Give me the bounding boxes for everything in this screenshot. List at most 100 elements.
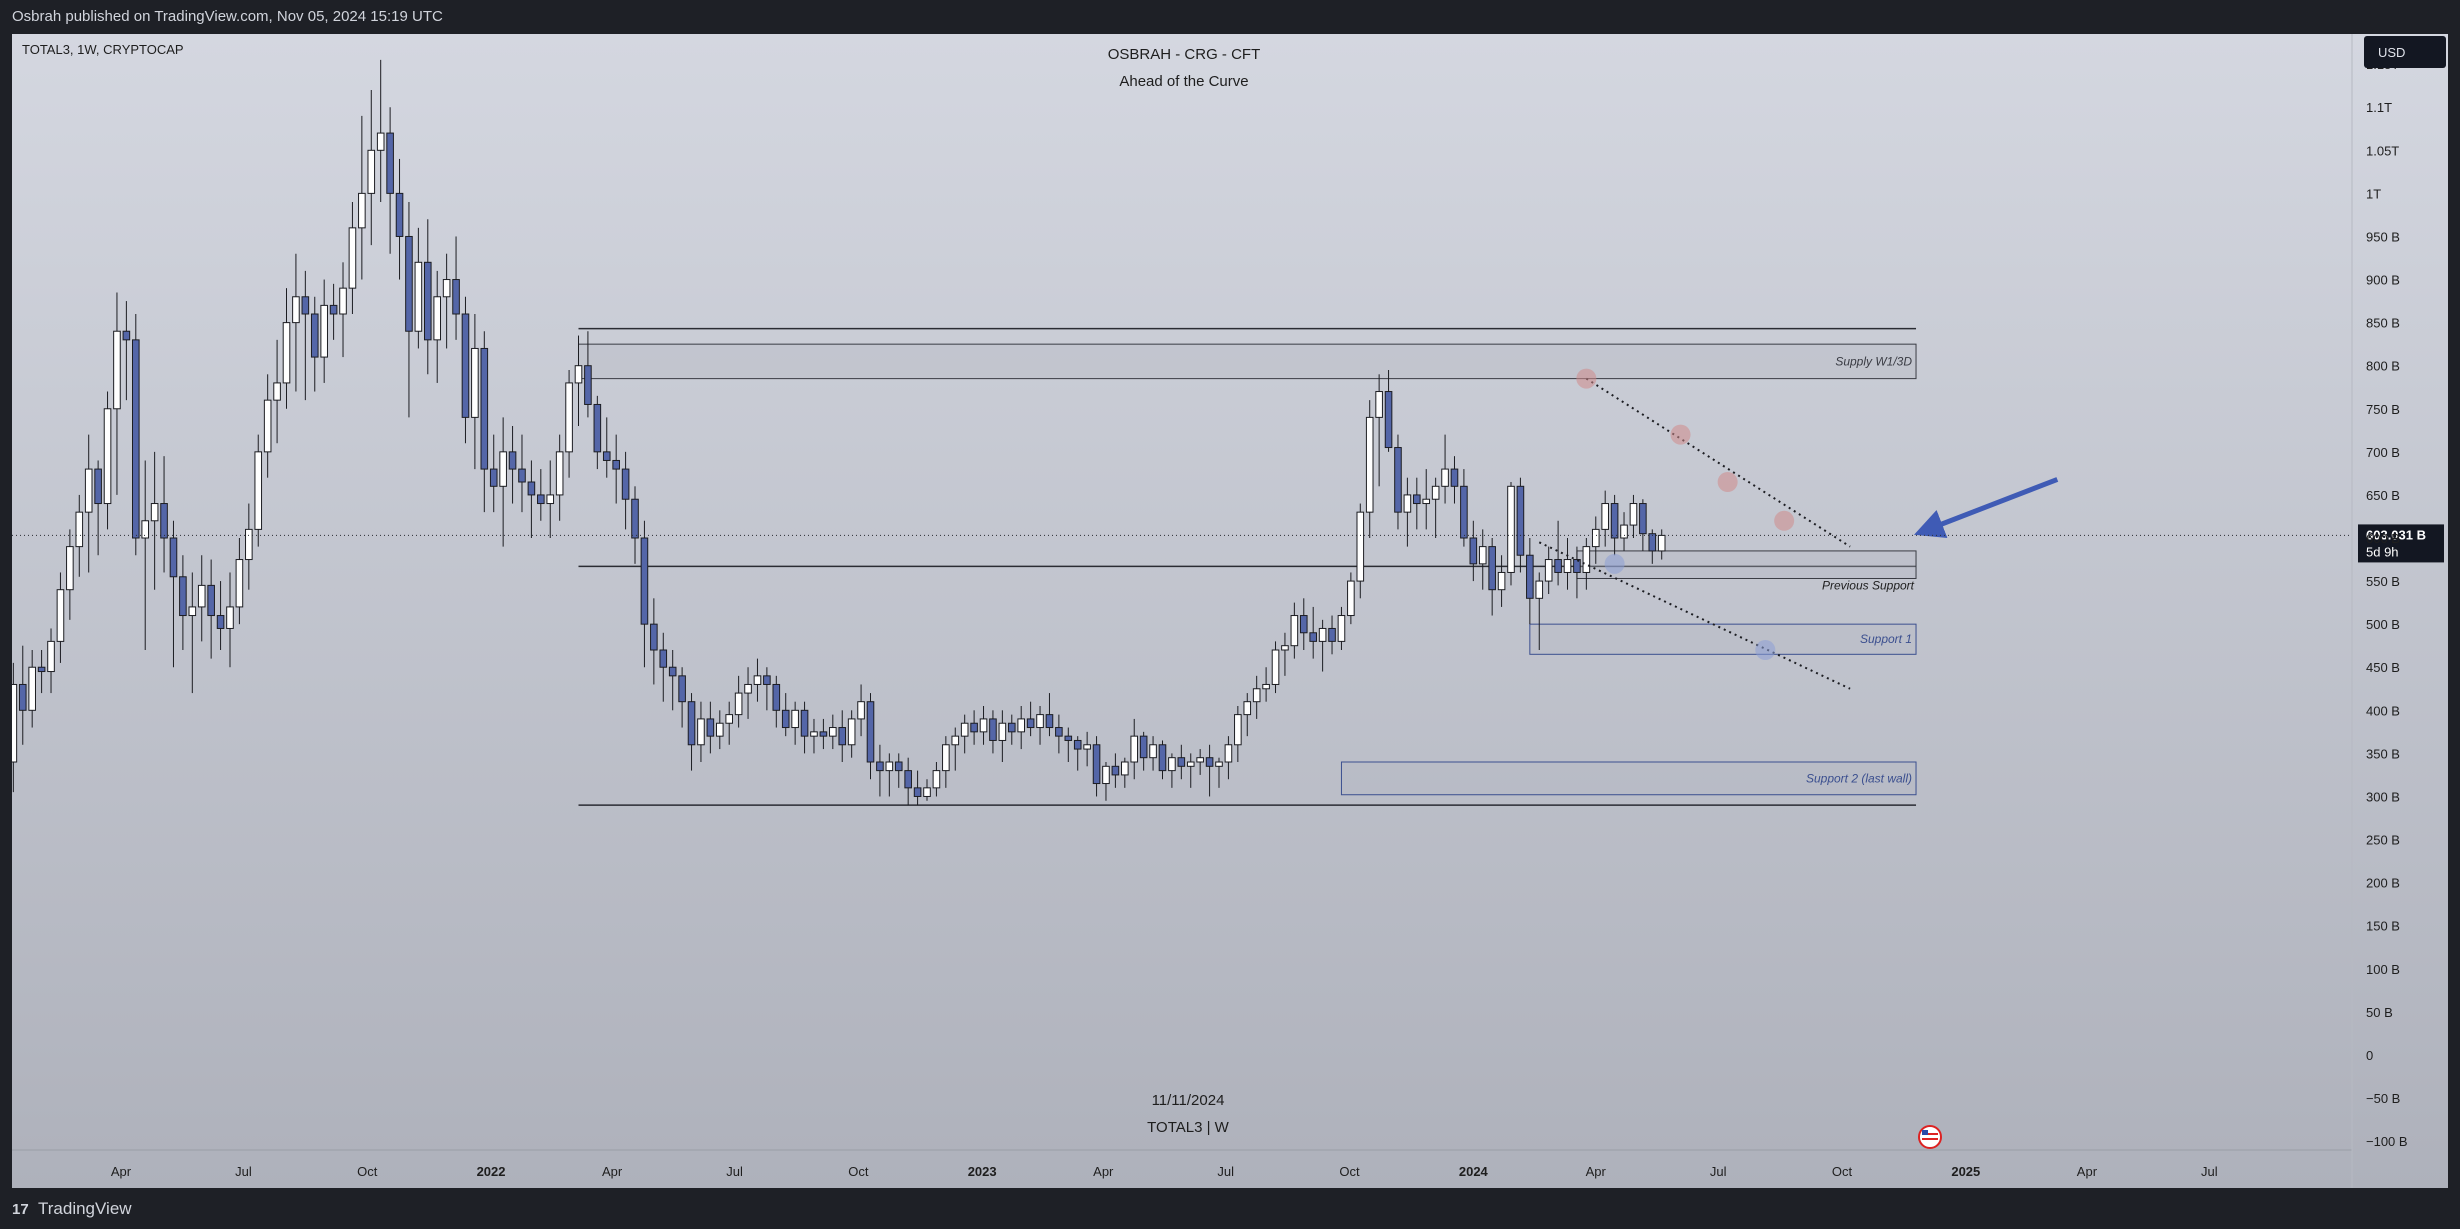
price-tick-label: 1T <box>2366 186 2381 201</box>
candle <box>452 236 460 340</box>
candle <box>197 555 206 642</box>
zone-box <box>1340 761 1917 796</box>
candle-body <box>141 520 150 539</box>
candle-body <box>659 649 668 668</box>
candle <box>1139 731 1148 771</box>
candle <box>1055 714 1063 754</box>
candle <box>1130 718 1139 780</box>
candle-body <box>1215 761 1223 767</box>
candle-body <box>301 296 310 315</box>
footer-brand[interactable]: TradingView <box>38 1199 132 1218</box>
candle <box>1601 490 1609 547</box>
candle <box>18 645 27 745</box>
candle <box>866 693 875 780</box>
candle <box>574 335 583 426</box>
price-chart[interactable]: Supply W1/3D Support 1 Support 2 (last wal… <box>9 34 2448 1188</box>
candle <box>310 296 319 392</box>
candle-body <box>970 722 978 733</box>
candle <box>489 434 498 513</box>
time-tick-label: Oct <box>357 1164 378 1179</box>
flag-icon[interactable] <box>1918 1125 1942 1149</box>
price-tick-label: 700 B <box>2366 445 2400 460</box>
candle-body <box>1007 722 1016 733</box>
time-tick-label: Jul <box>1710 1164 1727 1179</box>
candle <box>913 770 922 806</box>
candle-body <box>1262 683 1270 690</box>
chart-area[interactable]: Supply W1/3D Support 1 Support 2 (last wal… <box>9 34 2448 1188</box>
price-tick-label: 650 B <box>2366 488 2400 503</box>
candle-body <box>1356 511 1365 582</box>
candle-body <box>1620 524 1628 539</box>
candle-body <box>998 722 1007 741</box>
tradingview-logo-icon[interactable]: 17 <box>12 1201 29 1218</box>
candle-body <box>734 692 743 716</box>
candle <box>527 460 536 538</box>
candle <box>320 279 328 383</box>
candle <box>301 270 310 401</box>
candle-body <box>1121 761 1129 776</box>
candle-body <box>9 683 18 763</box>
candle-body <box>37 666 46 673</box>
candle <box>423 219 432 375</box>
candle <box>235 538 244 625</box>
candle-body <box>433 296 442 341</box>
price-tick-label: 850 B <box>2366 316 2400 331</box>
time-tick-label: Apr <box>111 1164 132 1179</box>
time-tick-label: Oct <box>1832 1164 1853 1179</box>
candle <box>414 227 423 349</box>
candle-body <box>1469 537 1478 565</box>
candle-body <box>292 296 300 324</box>
highlight-circle <box>1755 640 1776 660</box>
candle-body <box>1591 528 1600 548</box>
candle-body <box>282 322 291 384</box>
candle <box>1497 555 1506 607</box>
candle <box>763 667 771 711</box>
candle-body <box>621 468 630 500</box>
candle <box>725 701 734 745</box>
candle <box>1064 727 1073 762</box>
candle-body <box>1337 615 1346 642</box>
candle <box>602 417 611 478</box>
candle-body <box>169 537 178 578</box>
candle-body <box>329 304 338 315</box>
candle-body <box>122 330 131 341</box>
candle-body <box>1083 744 1091 750</box>
candle <box>1384 370 1393 452</box>
candle-body <box>1629 503 1638 526</box>
candle <box>970 710 978 745</box>
candle-body <box>1544 559 1553 582</box>
chart-title: OSBRAH - CRG - CFT <box>1108 46 1261 63</box>
candle <box>1281 632 1289 676</box>
candle <box>593 395 602 470</box>
candle <box>1347 572 1355 625</box>
candle <box>1243 693 1252 737</box>
candle <box>254 434 263 547</box>
candle <box>282 288 291 409</box>
candle-body <box>772 683 781 711</box>
candle-body <box>715 722 724 737</box>
candle <box>226 572 234 668</box>
candle <box>1121 757 1129 788</box>
zone-label: Support 2 (last wall) <box>1806 771 1912 785</box>
candle-body <box>358 192 366 229</box>
candle-body <box>461 313 470 418</box>
price-tick-label: −100 B <box>2366 1134 2408 1149</box>
candle <box>612 434 620 504</box>
candle-body <box>66 546 74 591</box>
candle <box>1488 538 1496 616</box>
candle-body <box>1149 744 1157 759</box>
price-tick-label: 550 B <box>2366 574 2400 589</box>
candle <box>1168 753 1176 788</box>
trendline <box>1585 377 1851 548</box>
candle <box>565 370 573 478</box>
price-tick-label: 150 B <box>2366 919 2400 934</box>
candle-body <box>1610 503 1619 539</box>
price-tick-label: 50 B <box>2366 1005 2393 1020</box>
candle <box>367 90 376 246</box>
currency-button[interactable]: USD <box>2364 36 2446 68</box>
candle-body <box>310 313 319 358</box>
candle <box>1563 538 1572 590</box>
candle <box>537 469 545 521</box>
candle <box>339 262 347 358</box>
candle-body <box>1177 757 1186 767</box>
